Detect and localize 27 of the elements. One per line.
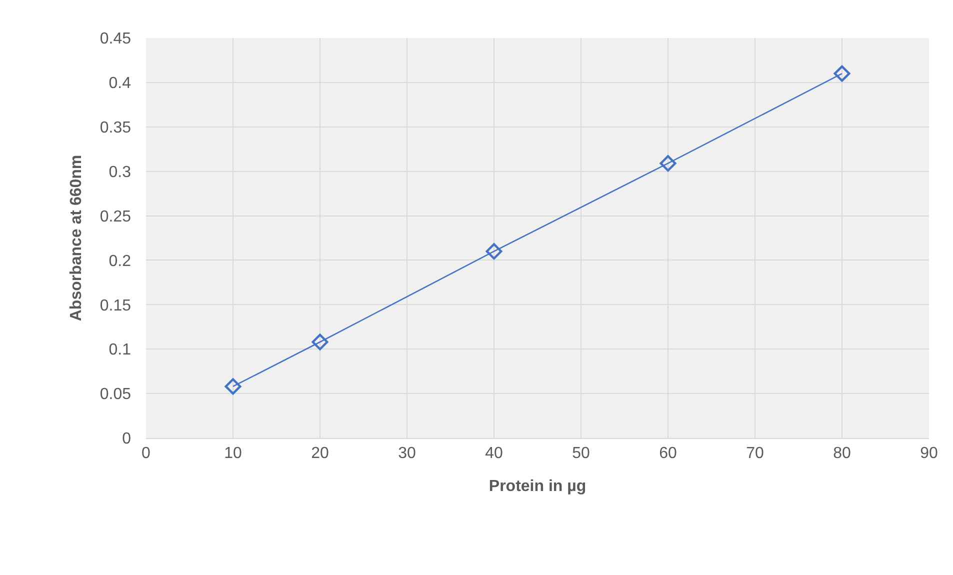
y-tick-label: 0.25 [100,208,132,226]
x-axis-title: Protein in µg [488,478,586,495]
x-tick-label: 10 [224,445,242,462]
x-tick-label: 80 [833,445,851,462]
y-tick-label: 0.45 [100,30,132,48]
y-tick-label: 0.05 [100,386,132,404]
y-axis-title: Absorbance at 660nm [68,154,85,322]
x-tick-label: 50 [572,445,590,462]
point [224,378,242,395]
y-tick-label: 0.35 [100,119,132,136]
x-tick-label: 70 [746,445,764,462]
point [486,243,502,260]
y-tick-label: 0.3 [108,164,132,181]
x-tick-label: 60 [659,445,677,462]
y-tick-label: 0.1 [108,342,132,359]
x-tick-label: 30 [398,445,416,462]
point [312,334,328,350]
x-tick-label: 20 [311,445,329,462]
y-tick-label: 0.2 [108,252,132,270]
point [660,155,676,172]
point [834,65,850,82]
x-tick-label: 0 [142,445,151,462]
x-tick-label: 40 [485,445,503,462]
y-tick-label: 0.4 [108,75,132,92]
x-tick-label: 90 [920,445,938,462]
y-tick-label: 0.15 [100,297,132,314]
y-tick-label: 0 [122,430,132,448]
